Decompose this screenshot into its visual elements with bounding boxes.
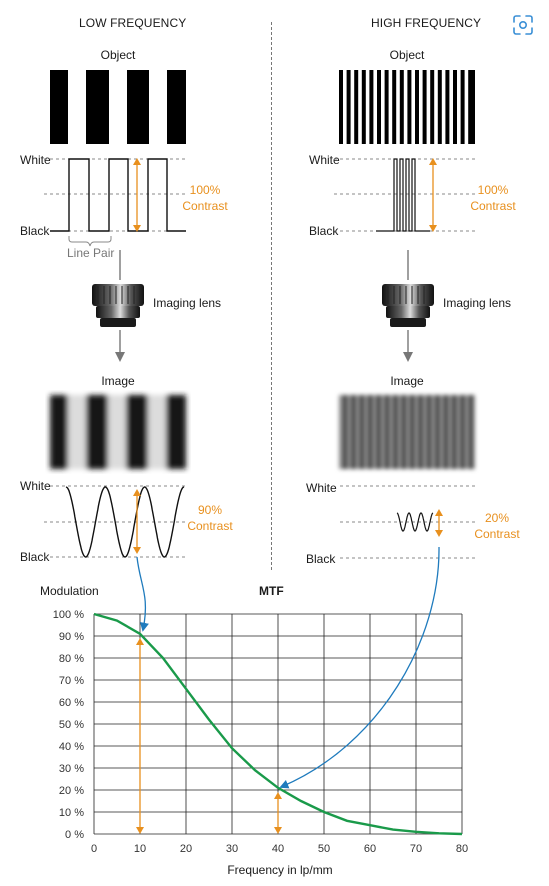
chart-title: MTF: [259, 584, 284, 598]
y-tick-label: 0 %: [65, 829, 84, 841]
low-frequency-square-wave: [44, 158, 186, 247]
left-lens-label: Imaging lens: [153, 296, 222, 310]
x-tick-label: 50: [318, 843, 330, 855]
y-tick-label: 60 %: [59, 697, 84, 709]
right-contrast-percent: 100%: [477, 183, 509, 197]
low-frequency-sine-wave: [44, 485, 186, 558]
marker-arrow-bottom: [274, 827, 282, 834]
x-tick-label: 40: [272, 843, 284, 855]
left-lens-icon: [92, 284, 144, 327]
right-optical-path-arrow: [403, 250, 413, 362]
low-frequency-blurred-image: [50, 395, 186, 469]
marker-arrow-top: [136, 638, 144, 645]
chart-y-axis-title: Modulation: [40, 584, 99, 598]
left-image-contrast-percent: 90%: [197, 503, 223, 517]
chart-x-axis-title: Frequency in lp/mm: [227, 863, 333, 877]
line-pair-label: Line Pair: [67, 246, 115, 260]
y-tick-label: 50 %: [59, 719, 84, 731]
left-image-white-label: White: [20, 479, 51, 493]
right-image-contrast-word: Contrast: [474, 527, 520, 541]
y-tick-label: 40 %: [59, 741, 84, 753]
left-contrast-word: Contrast: [182, 199, 228, 213]
left-black-label: Black: [20, 224, 50, 238]
right-image-label: Image: [390, 374, 424, 388]
right-black-label: Black: [309, 224, 339, 238]
x-tick-label: 10: [134, 843, 146, 855]
low-frequency-object-pattern: [50, 70, 186, 144]
marker-arrow-top: [274, 792, 282, 799]
y-tick-label: 10 %: [59, 807, 84, 819]
right-image-white-label: White: [306, 481, 337, 495]
y-tick-label: 30 %: [59, 763, 84, 775]
right-white-label: White: [309, 153, 340, 167]
link-arrow-low: [136, 556, 149, 632]
right-lens-icon: [382, 284, 434, 327]
focus-capture-icon[interactable]: [512, 14, 534, 36]
column-divider: [271, 22, 272, 570]
x-tick-label: 80: [456, 843, 468, 855]
marker-arrow-bottom: [136, 827, 144, 834]
x-tick-label: 30: [226, 843, 238, 855]
left-image-label: Image: [101, 374, 135, 388]
y-tick-label: 20 %: [59, 785, 84, 797]
low-frequency-heading: LOW FREQUENCY: [79, 16, 187, 30]
y-tick-label: 80 %: [59, 653, 84, 665]
high-frequency-square-wave: [334, 158, 476, 232]
mtf-curve: [93, 612, 463, 836]
x-tick-label: 20: [180, 843, 192, 855]
high-frequency-blurred-image: [339, 395, 475, 469]
right-image-contrast-percent: 20%: [484, 511, 510, 525]
high-frequency-heading: HIGH FREQUENCY: [371, 16, 482, 30]
high-frequency-sine-wave: [340, 485, 476, 559]
left-contrast-percent: 100%: [189, 183, 221, 197]
y-tick-label: 90 %: [59, 631, 84, 643]
right-object-label: Object: [389, 48, 425, 62]
left-object-label: Object: [100, 48, 136, 62]
left-optical-path-arrow: [115, 250, 125, 362]
link-arrow-high: [279, 546, 440, 789]
y-tick-label: 70 %: [59, 675, 84, 687]
y-tick-label: 100 %: [53, 609, 84, 621]
x-tick-label: 0: [91, 843, 97, 855]
right-image-black-label: Black: [306, 552, 336, 566]
x-tick-label: 70: [410, 843, 422, 855]
right-contrast-word: Contrast: [470, 199, 516, 213]
right-lens-label: Imaging lens: [443, 296, 512, 310]
x-tick-label: 60: [364, 843, 376, 855]
left-white-label: White: [20, 153, 51, 167]
left-image-black-label: Black: [20, 550, 50, 564]
left-image-contrast-word: Contrast: [187, 519, 233, 533]
high-frequency-object-pattern: [339, 70, 475, 144]
